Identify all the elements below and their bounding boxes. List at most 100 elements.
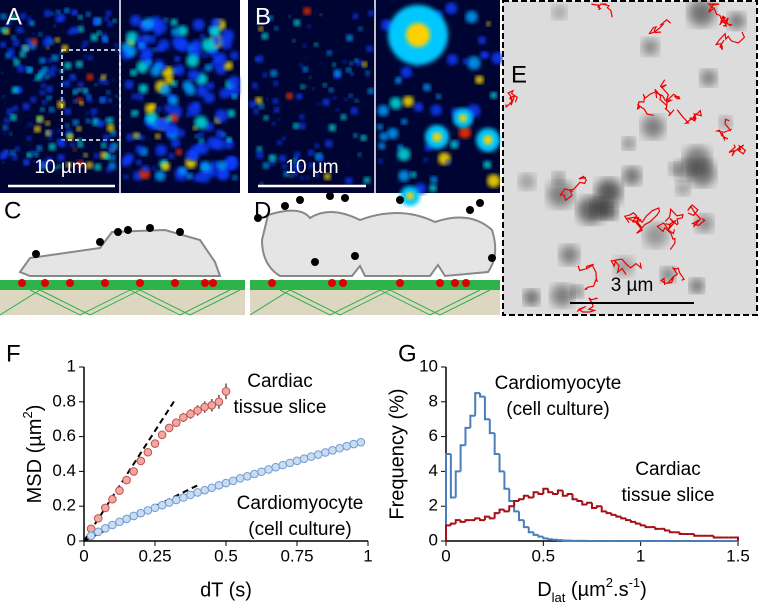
texture — [255, 55, 264, 63]
point — [129, 511, 138, 521]
texture — [61, 44, 69, 52]
texture — [324, 101, 328, 105]
texture — [253, 108, 256, 112]
texture — [178, 166, 187, 176]
texture — [379, 132, 389, 141]
receptors — [18, 279, 217, 287]
texture — [72, 147, 77, 152]
point — [299, 454, 309, 463]
texture — [163, 104, 172, 113]
point — [214, 481, 224, 490]
texture — [11, 35, 17, 40]
texture — [14, 44, 18, 47]
point — [136, 456, 146, 466]
texture — [194, 134, 199, 139]
histogram-step — [445, 524, 451, 541]
point — [243, 471, 252, 481]
texture — [352, 13, 359, 20]
texture — [63, 61, 72, 70]
texture — [185, 149, 197, 161]
histogram-step — [503, 509, 510, 513]
panel-label: E — [511, 61, 527, 88]
point — [200, 485, 209, 495]
texture — [50, 65, 57, 71]
texture — [104, 118, 108, 122]
x-tick-label: 1 — [636, 546, 645, 565]
panel-label: F — [6, 340, 21, 367]
texture — [170, 138, 181, 148]
texture — [276, 139, 283, 146]
point — [264, 465, 273, 474]
texture — [12, 38, 20, 46]
texture — [135, 145, 144, 154]
histogram-step — [449, 454, 456, 499]
scale-bar-label: 10 µm — [285, 157, 338, 178]
texture — [465, 10, 478, 24]
texture — [483, 160, 492, 169]
texture — [271, 121, 276, 126]
trajectory — [687, 204, 706, 228]
texture — [26, 135, 32, 141]
point — [321, 448, 330, 457]
point — [228, 476, 238, 486]
texture — [191, 39, 202, 51]
point — [179, 493, 188, 502]
texture — [0, 13, 7, 20]
diagram-c — [0, 224, 245, 316]
texture — [366, 75, 370, 79]
texture — [17, 64, 25, 73]
texture — [305, 85, 309, 88]
texture — [689, 278, 705, 294]
texture — [156, 106, 162, 112]
texture — [135, 134, 141, 140]
texture — [345, 34, 354, 42]
texture — [23, 160, 30, 166]
label-part: ) — [640, 579, 647, 601]
texture — [303, 7, 312, 16]
texture — [176, 38, 190, 52]
texture — [87, 48, 90, 51]
texture — [214, 109, 229, 123]
histogram-step — [537, 492, 544, 496]
texture — [75, 60, 84, 68]
texture — [293, 151, 301, 159]
texture — [145, 58, 153, 66]
histogram-step — [445, 453, 451, 541]
texture — [366, 45, 373, 53]
texture — [340, 114, 347, 121]
texture — [48, 67, 53, 72]
texture — [159, 84, 171, 96]
histogram-step — [668, 530, 675, 534]
texture — [29, 149, 34, 153]
texture — [109, 130, 117, 137]
histogram-step — [600, 506, 607, 513]
texture — [154, 21, 168, 34]
texture — [2, 124, 9, 131]
texture — [141, 164, 150, 173]
texture — [270, 69, 278, 78]
fibers — [249, 289, 491, 316]
texture — [274, 26, 279, 31]
image-b — [248, 0, 504, 206]
trajectory — [576, 297, 599, 313]
texture — [10, 149, 16, 156]
texture — [123, 174, 129, 180]
point — [157, 430, 167, 440]
texture — [47, 136, 53, 141]
cells — [260, 209, 497, 278]
texture — [282, 163, 288, 169]
texture — [305, 175, 310, 180]
texture — [400, 66, 413, 79]
texture — [7, 20, 12, 25]
texture — [81, 142, 84, 145]
texture — [155, 144, 168, 157]
texture — [105, 166, 113, 173]
texture — [17, 87, 23, 93]
texture — [173, 64, 185, 76]
trajectory — [610, 258, 642, 275]
texture — [552, 5, 567, 20]
histogram-step — [542, 536, 549, 540]
texture — [258, 103, 265, 110]
texture — [105, 73, 108, 76]
texture — [346, 67, 352, 73]
